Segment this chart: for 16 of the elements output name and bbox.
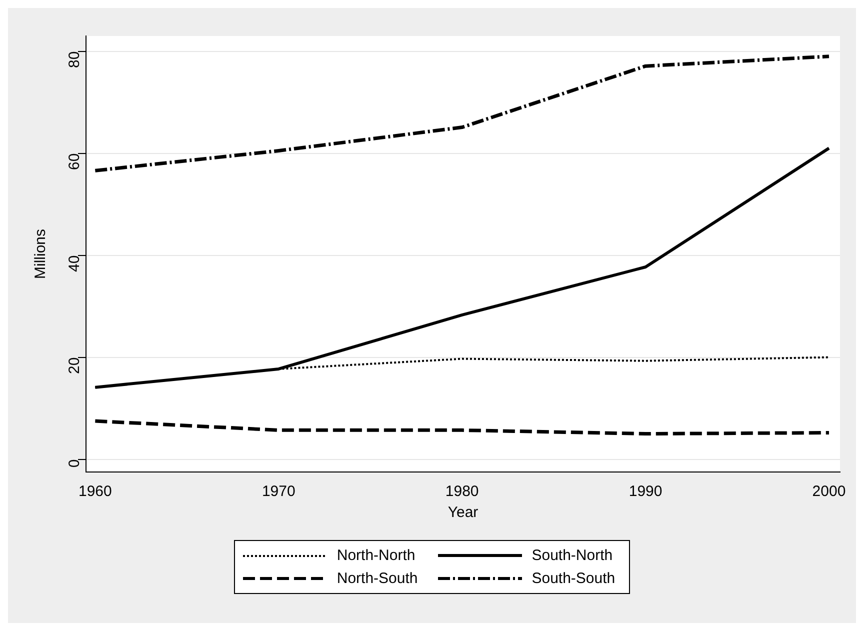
x-tick-label: 1990 [628,483,662,500]
x-tick-label: 1960 [78,483,112,500]
x-axis-title: Year [448,504,478,522]
x-tick-label: 2000 [812,483,846,500]
legend-label: North-North [336,547,416,564]
x-tick-label: 1980 [445,483,479,500]
legend-label: South-North [532,547,613,564]
y-tick-label: 80 [66,51,84,68]
legend-label: North-South [336,570,418,587]
y-tick-label: 0 [66,459,84,468]
y-axis-title: Millions [32,228,50,280]
y-tick-label: 40 [66,255,84,272]
y-tick-label: 60 [66,153,84,170]
y-tick-label: 20 [66,357,84,374]
legend-label: South-South [532,570,616,587]
x-tick-label: 1970 [262,483,296,500]
